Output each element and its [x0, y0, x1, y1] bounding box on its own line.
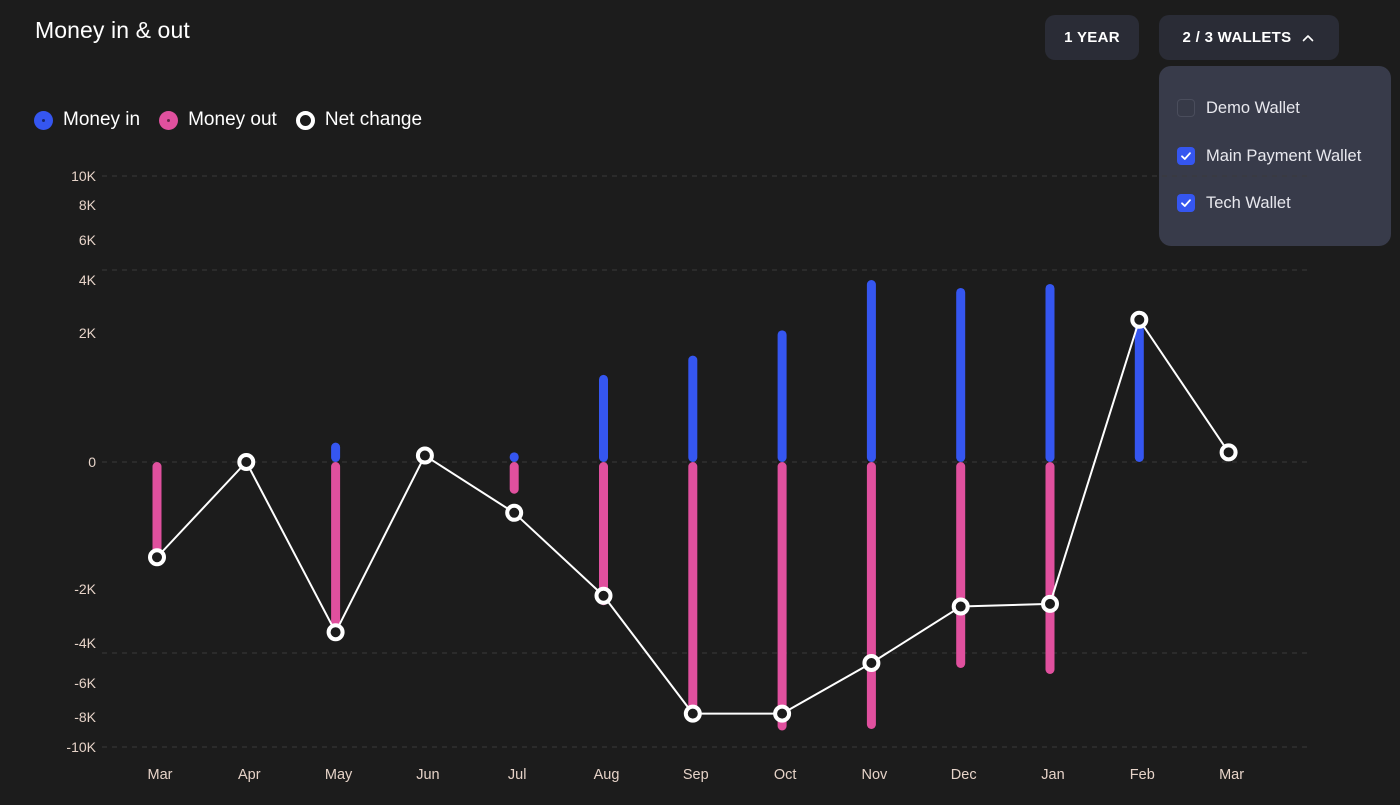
x-tick-label: Sep: [683, 767, 709, 783]
money-in-dot-icon: [34, 110, 53, 130]
y-tick-label: 6K: [79, 232, 97, 248]
net-change-point: [148, 548, 166, 567]
money-out-bar: [1045, 462, 1055, 674]
wallet-option-demo[interactable]: Demo Wallet: [1177, 96, 1300, 120]
y-tick-label: 4K: [79, 272, 97, 288]
x-tick-label: Mar: [1219, 767, 1244, 783]
net-change-point: [862, 654, 881, 672]
x-tick-label: Mar: [148, 767, 173, 783]
money-in-bar: [777, 330, 787, 462]
x-tick-label: Jan: [1041, 767, 1064, 783]
wallet-option-main-payment[interactable]: Main Payment Wallet: [1177, 144, 1361, 168]
legend-money-out[interactable]: Money out: [159, 109, 277, 131]
wallets-dropdown-button[interactable]: 2 / 3 WALLETS: [1159, 15, 1339, 60]
checkbox-unchecked-icon[interactable]: [1177, 99, 1195, 117]
net-change-point: [505, 503, 524, 522]
x-tick-label: Apr: [238, 767, 261, 783]
net-change-point: [237, 453, 256, 471]
wallets-button-label: 2 / 3 WALLETS: [1182, 29, 1292, 46]
legend-net-change[interactable]: Net change: [295, 109, 423, 131]
period-button-label: 1 YEAR: [1064, 29, 1120, 46]
money-out-bar: [956, 462, 966, 668]
money-in-bar: [599, 374, 608, 462]
legend-money-in[interactable]: Money in: [34, 109, 140, 131]
x-tick-label: Feb: [1130, 767, 1155, 783]
y-tick-label: 0: [88, 454, 96, 470]
money-out-bar: [688, 462, 698, 721]
money-out-bar: [152, 462, 162, 558]
net-change-point: [594, 586, 613, 605]
y-tick-label: 10K: [71, 168, 97, 184]
money-out-bar: [866, 462, 876, 729]
y-tick-label: -4K: [74, 635, 96, 651]
money-in-bar: [1134, 319, 1144, 462]
y-tick-label: -10K: [66, 739, 96, 755]
wallet-option-label: Demo Wallet: [1206, 98, 1300, 117]
net-change-ring-icon: [295, 110, 315, 130]
checkmark-icon: [1181, 199, 1191, 207]
money-out-bar: [777, 462, 787, 731]
net-change-point: [1041, 594, 1059, 613]
money-in-bar: [509, 452, 519, 462]
net-change-point: [951, 597, 970, 616]
legend-label: Money out: [188, 109, 277, 130]
x-tick-label: May: [325, 767, 353, 783]
x-tick-label: Dec: [951, 767, 977, 783]
net-change-point: [415, 446, 434, 465]
money-out-bar: [509, 462, 519, 494]
wallet-option-tech[interactable]: Tech Wallet: [1177, 191, 1291, 215]
x-tick-label: Jul: [508, 767, 527, 783]
legend-label: Net change: [324, 109, 423, 130]
checkmark-icon: [1181, 152, 1191, 160]
chevron-up-icon: [1303, 34, 1314, 41]
checkbox-checked-icon[interactable]: [1177, 147, 1195, 165]
net-change-point: [1219, 443, 1238, 462]
y-tick-label: -6K: [74, 675, 96, 691]
x-tick-label: Nov: [862, 767, 889, 783]
x-tick-label: Oct: [774, 767, 797, 783]
money-in-bar: [866, 280, 876, 462]
wallets-dropdown-menu: Demo Wallet Main Payment Wallet Tech Wal…: [1159, 66, 1391, 246]
money-in-bar: [1045, 283, 1055, 462]
money-in-bar: [331, 442, 341, 462]
money-in-bar: [688, 355, 698, 462]
wallet-option-label: Tech Wallet: [1206, 193, 1291, 212]
money-out-bar: [331, 462, 341, 631]
money-out-dot-icon: [159, 110, 179, 130]
x-tick-label: Aug: [594, 767, 620, 783]
y-tick-label: 8K: [79, 197, 97, 213]
chart-legend: Money in Money out Net change: [34, 109, 441, 131]
wallet-option-label: Main Payment Wallet: [1206, 146, 1362, 165]
net-change-point: [326, 623, 345, 642]
y-tick-label: -8K: [74, 709, 96, 725]
checkbox-checked-icon[interactable]: [1177, 194, 1195, 212]
net-change-point: [683, 704, 702, 723]
legend-label: Money in: [63, 109, 141, 130]
chart-title: Money in & out: [35, 17, 190, 43]
net-change-point: [1130, 310, 1149, 329]
net-change-point: [773, 704, 792, 723]
y-tick-label: 2K: [79, 325, 97, 341]
x-tick-label: Jun: [416, 767, 439, 783]
period-button[interactable]: 1 YEAR: [1045, 15, 1139, 60]
money-in-bar: [956, 287, 966, 462]
money-out-bar: [599, 462, 608, 606]
y-tick-label: -2K: [74, 581, 96, 597]
